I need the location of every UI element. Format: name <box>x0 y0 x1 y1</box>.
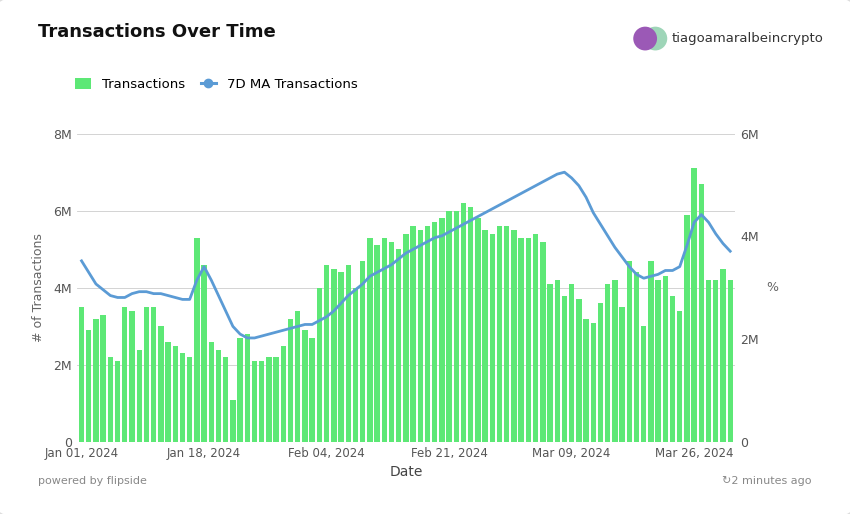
Bar <box>353 288 358 442</box>
Bar <box>670 296 675 442</box>
Bar <box>483 230 488 442</box>
X-axis label: Date: Date <box>389 466 422 480</box>
Bar <box>547 284 552 442</box>
Bar <box>166 342 171 442</box>
Bar <box>663 277 668 442</box>
Bar <box>230 400 235 442</box>
Bar <box>382 237 387 442</box>
Bar <box>216 350 221 442</box>
Ellipse shape <box>633 27 657 50</box>
Text: Transactions Over Time: Transactions Over Time <box>38 23 276 41</box>
Bar <box>208 342 214 442</box>
Bar <box>345 265 351 442</box>
Bar <box>252 361 258 442</box>
Bar <box>396 249 401 442</box>
Bar <box>201 265 207 442</box>
Bar <box>598 303 604 442</box>
Bar <box>684 215 689 442</box>
Bar <box>237 338 243 442</box>
Bar <box>562 296 567 442</box>
Bar <box>706 280 711 442</box>
Bar <box>655 280 660 442</box>
Bar <box>713 280 718 442</box>
Bar <box>274 357 279 442</box>
Bar <box>245 334 250 442</box>
Bar <box>259 361 264 442</box>
Bar <box>338 272 343 442</box>
Bar <box>691 169 697 442</box>
Bar <box>720 268 726 442</box>
Bar <box>699 183 704 442</box>
Ellipse shape <box>643 27 667 50</box>
Text: powered by flipside: powered by flipside <box>38 476 147 486</box>
Bar <box>303 331 308 442</box>
Bar <box>425 226 430 442</box>
Bar <box>151 307 156 442</box>
Bar <box>158 326 163 442</box>
Bar <box>490 234 495 442</box>
Legend: Transactions, 7D MA Transactions: Transactions, 7D MA Transactions <box>70 72 363 96</box>
Bar <box>115 361 121 442</box>
Bar <box>360 261 366 442</box>
Bar <box>540 242 546 442</box>
Bar <box>86 331 92 442</box>
Bar <box>187 357 192 442</box>
Bar <box>122 307 128 442</box>
Bar <box>728 280 733 442</box>
Bar <box>266 357 272 442</box>
Bar <box>504 226 509 442</box>
Bar <box>439 218 445 442</box>
Bar <box>432 222 438 442</box>
Bar <box>454 211 459 442</box>
Bar <box>317 288 322 442</box>
Bar <box>554 280 560 442</box>
Text: tiagoamaralbeincrypto: tiagoamaralbeincrypto <box>672 32 824 45</box>
Bar <box>533 234 538 442</box>
Bar <box>583 319 589 442</box>
Bar <box>626 261 632 442</box>
Bar <box>468 207 473 442</box>
Bar <box>129 311 134 442</box>
Bar <box>446 211 452 442</box>
Bar <box>179 354 185 442</box>
Bar <box>324 265 329 442</box>
Bar <box>518 237 524 442</box>
Bar <box>79 307 84 442</box>
Bar <box>332 268 337 442</box>
Bar <box>576 299 581 442</box>
Bar <box>367 237 372 442</box>
Bar <box>677 311 683 442</box>
Bar <box>194 237 200 442</box>
Bar <box>108 357 113 442</box>
Bar <box>497 226 502 442</box>
Bar <box>461 203 467 442</box>
Bar <box>569 284 575 442</box>
Bar <box>641 326 646 442</box>
Bar <box>634 272 639 442</box>
Bar <box>137 350 142 442</box>
Bar <box>403 234 409 442</box>
Bar <box>475 218 480 442</box>
Bar <box>94 319 99 442</box>
Bar <box>309 338 314 442</box>
Bar <box>144 307 149 442</box>
Bar <box>512 230 517 442</box>
Bar <box>620 307 625 442</box>
Bar <box>288 319 293 442</box>
Bar <box>374 246 380 442</box>
Bar <box>280 346 286 442</box>
Y-axis label: %: % <box>767 281 779 295</box>
Bar <box>100 315 106 442</box>
Bar <box>388 242 394 442</box>
Text: ↻2 minutes ago: ↻2 minutes ago <box>722 476 812 486</box>
Bar <box>417 230 423 442</box>
Bar <box>525 237 531 442</box>
Y-axis label: # of Transactions: # of Transactions <box>31 233 44 342</box>
Bar <box>591 323 596 442</box>
Bar <box>295 311 300 442</box>
Bar <box>605 284 610 442</box>
Bar <box>411 226 416 442</box>
Bar <box>173 346 178 442</box>
Bar <box>223 357 229 442</box>
